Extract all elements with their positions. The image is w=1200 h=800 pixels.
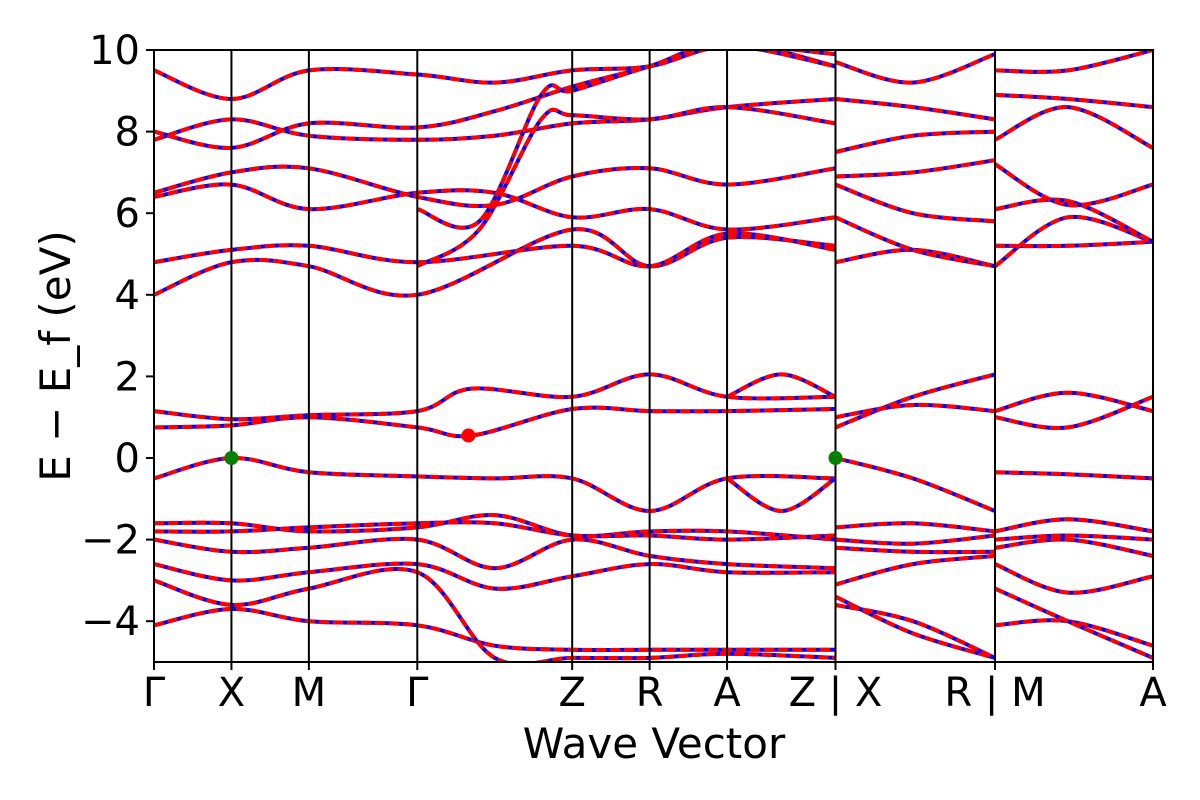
- band-line-blue-50: [416, 105, 836, 268]
- band-line-red-31: [994, 239, 1153, 249]
- band-line-red-34: [993, 214, 1153, 268]
- vertical-lines-layer: [230, 50, 997, 662]
- x-axis-label: Wave Vector: [523, 719, 786, 768]
- band-line-blue-36: [834, 182, 996, 224]
- band-line-blue-1: [834, 594, 996, 660]
- band-line-red-36: [834, 182, 996, 224]
- band-line-red-50: [416, 105, 836, 268]
- y-tick-label-6: 8: [115, 110, 140, 156]
- extremum-marker-1: [461, 428, 476, 443]
- band-line-red-38: [154, 164, 836, 209]
- band-line-red-28: [994, 390, 1153, 414]
- band-line-red-1: [834, 594, 996, 660]
- band-line-red-9: [154, 536, 836, 571]
- band-line-red-3: [154, 566, 836, 662]
- band-line-red-6: [154, 561, 836, 591]
- x-tick-label-5: R: [636, 670, 664, 716]
- axes-layer: [146, 49, 1154, 670]
- band-line-red-37: [994, 197, 1153, 244]
- x-tick-label-2: M: [292, 670, 327, 716]
- y-tick-label-1: −2: [81, 518, 140, 564]
- y-tick-label-3: 2: [115, 354, 140, 400]
- band-line-red-13: [835, 521, 996, 534]
- y-tick-label-4: 4: [115, 273, 140, 319]
- plot-frame: [153, 49, 1154, 663]
- band-line-blue-47: [154, 50, 836, 102]
- band-line-blue-9: [154, 536, 836, 571]
- band-line-blue-44: [154, 50, 836, 150]
- x-tick-label-6: A: [713, 670, 741, 716]
- y-tick-label-0: −4: [81, 599, 140, 645]
- band-line-blue-45: [835, 97, 996, 122]
- band-line-red-14: [994, 517, 1153, 534]
- band-line-red-27: [835, 402, 996, 420]
- band-line-red-11: [994, 537, 1153, 558]
- band-line-red-0: [154, 606, 836, 653]
- x-tick-label-7: Z | X: [789, 670, 883, 716]
- band-line-blue-40: [993, 162, 1153, 208]
- band-line-red-8: [994, 562, 1153, 595]
- x-tick-label-0: Γ: [143, 670, 166, 716]
- band-line-red-46: [994, 92, 1153, 110]
- x-tick-label-4: Z: [558, 670, 585, 716]
- markers-layer: [224, 428, 843, 465]
- y-tick-label-2: 0: [115, 436, 140, 482]
- band-line-red-47: [154, 50, 836, 102]
- bands-layer: [154, 50, 1153, 662]
- x-tick-label-1: X: [218, 670, 245, 716]
- band-line-red-25: [154, 372, 836, 422]
- band-line-blue-19: [725, 476, 837, 514]
- y-axis-label: E − E_f (eV): [31, 230, 80, 481]
- band-line-blue-26: [726, 372, 837, 399]
- labels-layer: Wave Vector E − E_f (eV) −4 −2 0 2 4 6 8 10 Γ X M Γ…: [31, 28, 1167, 768]
- band-line-red-20: [834, 456, 996, 513]
- extremum-marker-2: [828, 451, 843, 465]
- band-line-red-43: [994, 105, 1153, 150]
- band-line-red-21: [994, 470, 1153, 481]
- band-line-blue-43: [994, 105, 1153, 150]
- x-tick-label-9: A: [1139, 670, 1167, 716]
- band-line-red-17: [994, 533, 1153, 542]
- y-tick-label-5: 6: [115, 191, 140, 237]
- band-line-red-33: [834, 215, 996, 269]
- band-line-red-10: [835, 545, 996, 555]
- band-line-red-23: [834, 372, 996, 430]
- y-tick-label-7: 10: [89, 28, 140, 74]
- band-line-red-49: [994, 50, 1153, 74]
- band-line-red-4: [835, 602, 996, 660]
- band-line-blue-42: [835, 129, 996, 154]
- band-line-red-12: [154, 513, 836, 542]
- extremum-marker-0: [224, 451, 239, 465]
- band-line-red-40: [993, 162, 1153, 208]
- band-line-red-5: [994, 586, 1153, 660]
- band-line-blue-48: [834, 52, 996, 85]
- x-tick-label-8: R | M: [944, 670, 1045, 716]
- band-line-red-48: [834, 52, 996, 85]
- band-line-red-44: [154, 50, 836, 150]
- band-line-red-19: [725, 476, 837, 514]
- band-line-red-16: [835, 533, 996, 546]
- x-tick-label-3: Γ: [406, 670, 429, 716]
- band-line-blue-35: [154, 182, 836, 232]
- band-line-blue-41: [154, 97, 836, 142]
- band-line-blue-8: [994, 562, 1153, 595]
- band-line-red-45: [835, 97, 996, 122]
- band-line-red-26: [726, 372, 837, 399]
- band-line-red-42: [835, 129, 996, 154]
- band-line-red-15: [154, 520, 836, 542]
- band-line-red-39: [835, 158, 996, 179]
- band-line-red-7: [834, 553, 996, 587]
- band-line-red-18: [154, 455, 836, 514]
- band-line-red-29: [154, 227, 836, 298]
- band-line-red-32: [154, 231, 836, 269]
- band-line-blue-7: [834, 553, 996, 587]
- band-line-blue-0: [154, 606, 836, 653]
